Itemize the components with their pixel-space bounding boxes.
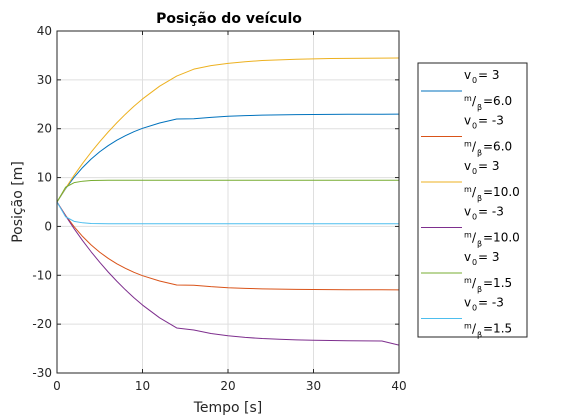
legend-label-v-sub-1: 0 bbox=[472, 76, 477, 85]
legend-label-v-value-5: = 3 bbox=[478, 250, 500, 264]
legend-label-v-1: v bbox=[464, 68, 471, 82]
legend-label-v-3: v bbox=[464, 159, 471, 173]
legend-label-m-sup-3: m bbox=[464, 185, 472, 194]
legend-label-slash-1: / bbox=[472, 94, 477, 108]
series-layer bbox=[56, 57, 400, 346]
legend-label-m-value-1: =6.0 bbox=[483, 94, 512, 108]
legend-label-v-value-3: = 3 bbox=[478, 159, 500, 173]
legend-label-m-sup-5: m bbox=[464, 276, 472, 285]
legend-label-m-sup-1: m bbox=[464, 94, 472, 103]
tick-marks bbox=[56, 30, 400, 374]
legend-label-v-sub-4: 0 bbox=[472, 213, 477, 222]
y-tick-label: 0 bbox=[44, 219, 52, 233]
x-tick-label: 10 bbox=[135, 379, 150, 393]
legend-label-m-sup-2: m bbox=[464, 140, 472, 149]
legend-label-v-value-2: = -3 bbox=[478, 114, 504, 128]
y-tick-labels: -30 -20 -10 0 10 20 30 40 bbox=[32, 24, 52, 380]
legend-label-v-4: v bbox=[464, 205, 471, 219]
legend-label-beta-5: β bbox=[477, 285, 482, 294]
y-tick-label: -10 bbox=[32, 268, 52, 282]
series-line-3 bbox=[56, 57, 400, 203]
legend-label-v-sub-2: 0 bbox=[472, 122, 477, 131]
y-axis-label: Posição [m] bbox=[10, 161, 26, 243]
legend-label-v-sub-6: 0 bbox=[472, 304, 477, 313]
legend-label-beta-4: β bbox=[477, 240, 482, 249]
y-tick-label: 30 bbox=[37, 73, 52, 87]
y-tick-label: -20 bbox=[32, 317, 52, 331]
legend-label-beta-1: β bbox=[477, 103, 482, 112]
legend-label-v-value-6: = -3 bbox=[478, 296, 504, 310]
legend-label-beta-2: β bbox=[477, 149, 482, 158]
y-tick-label: 10 bbox=[37, 171, 52, 185]
legend-label-v-2: v bbox=[464, 114, 471, 128]
x-tick-label: 30 bbox=[306, 379, 321, 393]
legend-label-v-value-4: = -3 bbox=[478, 205, 504, 219]
legend-label-v-sub-3: 0 bbox=[472, 167, 477, 176]
legend-label-v-5: v bbox=[464, 250, 471, 264]
x-tick-labels: 0 10 20 30 40 bbox=[53, 379, 406, 393]
legend-label-slash-4: / bbox=[472, 231, 477, 245]
y-tick-label: 40 bbox=[37, 24, 52, 38]
grid-lines bbox=[56, 30, 400, 374]
x-tick-label: 0 bbox=[53, 379, 61, 393]
legend-label-m-value-3: =10.0 bbox=[483, 185, 520, 199]
series-line-4 bbox=[56, 201, 400, 346]
legend-label-v-value-1: = 3 bbox=[478, 68, 500, 82]
y-tick-label: -30 bbox=[32, 366, 52, 380]
legend-box bbox=[417, 62, 528, 338]
legend-label-m-value-2: =6.0 bbox=[483, 140, 512, 154]
legend-label-beta-3: β bbox=[477, 194, 482, 203]
legend-label-beta-6: β bbox=[477, 331, 482, 340]
legend-label-slash-2: / bbox=[472, 140, 477, 154]
x-axis-label: Tempo [s] bbox=[193, 400, 263, 416]
legend-label-m-value-6: =1.5 bbox=[483, 322, 512, 336]
x-tick-label: 20 bbox=[220, 379, 235, 393]
legend-label-slash-3: / bbox=[472, 185, 477, 199]
series-line-6 bbox=[56, 201, 399, 225]
legend-label-m-sup-4: m bbox=[464, 231, 472, 240]
chart-title: Posição do veículo bbox=[156, 11, 302, 27]
series-line-1 bbox=[56, 113, 400, 203]
series-line-2 bbox=[56, 201, 400, 291]
legend-label-v-6: v bbox=[464, 296, 471, 310]
legend-label-m-sup-6: m bbox=[464, 322, 472, 331]
legend-label-slash-6: / bbox=[472, 322, 477, 336]
y-tick-label: 20 bbox=[37, 122, 52, 136]
series-line-5 bbox=[56, 179, 399, 203]
legend-label-slash-5: / bbox=[472, 276, 477, 290]
x-tick-label: 40 bbox=[391, 379, 406, 393]
legend-label-v-sub-5: 0 bbox=[472, 258, 477, 267]
legend-label-m-value-5: =1.5 bbox=[483, 276, 512, 290]
legend-label-m-value-4: =10.0 bbox=[483, 231, 520, 245]
